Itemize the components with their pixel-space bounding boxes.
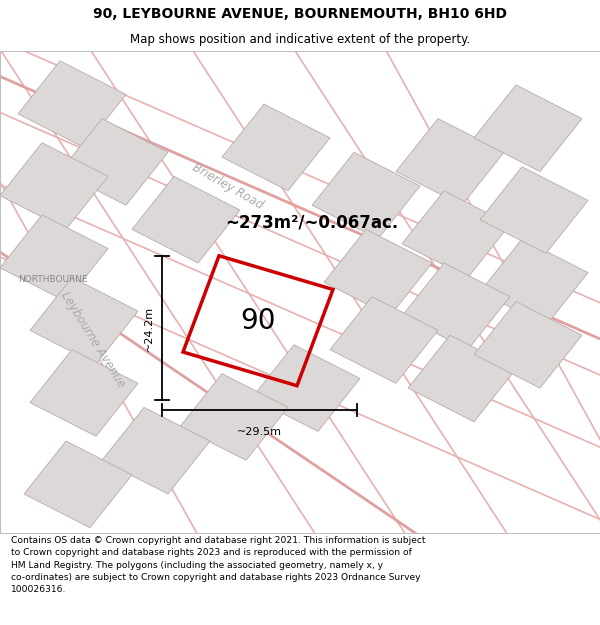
Polygon shape [396,119,504,205]
Polygon shape [30,278,138,364]
Polygon shape [24,441,132,528]
Polygon shape [222,104,330,191]
Polygon shape [324,229,432,316]
Polygon shape [330,297,438,383]
Polygon shape [312,152,420,239]
Polygon shape [402,191,510,278]
Text: Brierley Road: Brierley Road [190,161,266,211]
Polygon shape [102,408,210,494]
Polygon shape [0,142,108,229]
Polygon shape [402,263,510,349]
Polygon shape [252,345,360,431]
Text: ~24.2m: ~24.2m [144,306,154,351]
Text: Contains OS data © Crown copyright and database right 2021. This information is : Contains OS data © Crown copyright and d… [11,536,425,594]
Polygon shape [480,167,588,253]
Polygon shape [30,349,138,436]
Polygon shape [180,374,288,460]
Polygon shape [480,239,588,326]
Polygon shape [132,176,240,263]
Polygon shape [474,85,582,171]
Text: 90, LEYBOURNE AVENUE, BOURNEMOUTH, BH10 6HD: 90, LEYBOURNE AVENUE, BOURNEMOUTH, BH10 … [93,8,507,21]
Polygon shape [474,301,582,388]
Text: ~29.5m: ~29.5m [237,427,282,437]
Text: NORTHBOURNE: NORTHBOURNE [18,276,88,284]
Text: ~273m²/~0.067ac.: ~273m²/~0.067ac. [226,213,398,231]
Text: Leybourne Avenue: Leybourne Avenue [58,289,128,391]
Polygon shape [60,119,168,205]
Polygon shape [18,61,126,148]
Polygon shape [0,215,108,301]
Text: 90: 90 [240,307,276,335]
Polygon shape [408,335,516,422]
Text: Map shows position and indicative extent of the property.: Map shows position and indicative extent… [130,34,470,46]
